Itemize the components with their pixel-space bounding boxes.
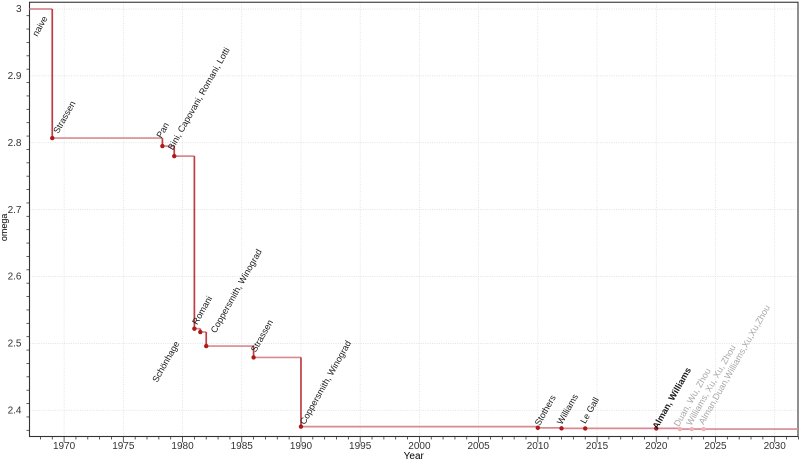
svg-text:1995: 1995 — [349, 441, 372, 452]
svg-text:2.8: 2.8 — [8, 138, 22, 149]
svg-text:1980: 1980 — [171, 441, 194, 452]
svg-text:Coppersmith, Winograd: Coppersmith, Winograd — [298, 339, 353, 426]
svg-text:Pan: Pan — [154, 121, 171, 140]
svg-text:2.5: 2.5 — [8, 339, 22, 350]
svg-text:Williams: Williams — [555, 392, 580, 427]
svg-text:2020: 2020 — [645, 441, 668, 452]
svg-text:Strassen: Strassen — [249, 318, 275, 354]
svg-text:2.4: 2.4 — [8, 405, 22, 416]
svg-text:2030: 2030 — [764, 441, 787, 452]
svg-text:omega: omega — [0, 214, 9, 242]
svg-text:Coppersmith, Winograd: Coppersmith, Winograd — [209, 247, 264, 334]
svg-text:Alman,Duan,Williams,Xu,Xu,Zhou: Alman,Duan,Williams,Xu,Xu,Zhou — [697, 303, 772, 426]
svg-text:3: 3 — [16, 4, 22, 15]
svg-text:1990: 1990 — [290, 441, 313, 452]
svg-text:2005: 2005 — [467, 441, 490, 452]
svg-text:2025: 2025 — [704, 441, 727, 452]
svg-text:Schönhage: Schönhage — [150, 339, 181, 384]
svg-text:2.9: 2.9 — [8, 71, 22, 82]
svg-text:2010: 2010 — [527, 441, 550, 452]
svg-text:Year: Year — [404, 451, 425, 460]
svg-text:Bini, Capovani, Romani, Lotti: Bini, Capovani, Romani, Lotti — [166, 46, 232, 152]
svg-text:1975: 1975 — [112, 441, 135, 452]
svg-text:2015: 2015 — [586, 441, 609, 452]
svg-text:naive: naive — [30, 14, 49, 38]
svg-text:1970: 1970 — [53, 441, 76, 452]
svg-text:2.6: 2.6 — [8, 272, 22, 283]
svg-text:2.7: 2.7 — [8, 205, 22, 216]
svg-text:1985: 1985 — [231, 441, 254, 452]
